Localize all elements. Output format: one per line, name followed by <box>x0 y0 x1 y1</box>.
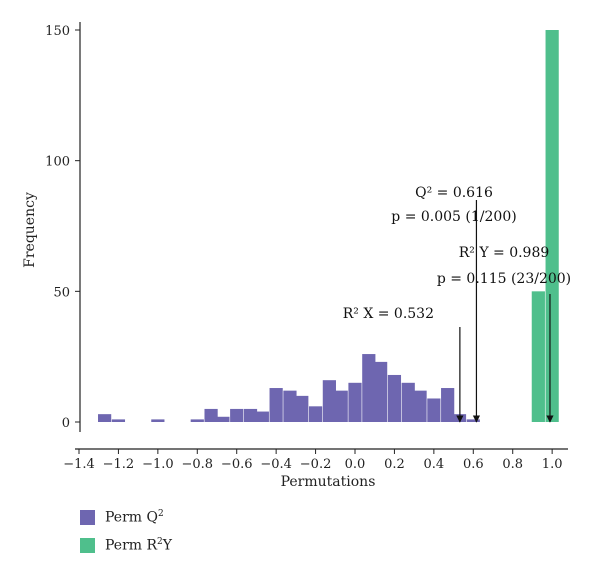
perm-q2-bar <box>362 354 376 422</box>
marker-label: p = 0.115 (23/200) <box>437 271 571 287</box>
x-tick-label: −0.4 <box>260 457 292 472</box>
annotation-markers: R² X = 0.532 Q² = 0.616 p = 0.005 (1/200) R… <box>343 185 571 423</box>
legend-item-perm-q2: Perm Q2 <box>80 506 172 528</box>
perm-q2-bar <box>334 390 348 422</box>
x-tick-label: 0.2 <box>384 457 405 472</box>
perm-q2-bar <box>111 419 126 422</box>
perm-q2-bar <box>243 408 258 422</box>
perm-q2-bar <box>374 361 388 422</box>
perm-q2-bar <box>441 388 455 422</box>
marker-label: Q² = 0.616 <box>415 185 493 201</box>
y-tick-label: 100 <box>45 155 70 170</box>
legend: Perm Q2 Perm R2Y <box>80 506 172 562</box>
perm-q2-bar <box>401 382 415 422</box>
perm-q2-bar <box>98 414 112 422</box>
x-tick-label: −0.6 <box>221 457 253 472</box>
perm-q2-bar <box>151 419 165 422</box>
y-tick-label: 150 <box>45 24 70 39</box>
legend-label-r2y: Perm R2Y <box>105 536 173 554</box>
x-tick-label: 0.8 <box>502 457 523 472</box>
perm-r2y-bar <box>545 30 559 422</box>
perm-q2-bar <box>427 398 441 422</box>
perm-q2-bar <box>230 408 244 422</box>
x-tick-label: 0.6 <box>463 457 484 472</box>
legend-swatch-r2y <box>80 537 95 553</box>
x-tick-label: −1.0 <box>142 457 174 472</box>
perm-r2y-bar <box>531 291 545 422</box>
axes: −1.4 −1.2 −1.0 −0.8 −0.6 −0.4 −0.2 0.0 0.2 0.4 0.6… <box>45 22 568 472</box>
x-tick-label: 1.0 <box>542 457 563 472</box>
perm-q2-bar <box>216 416 230 422</box>
perm-q2-bar <box>190 419 204 422</box>
y-tick-label: 50 <box>53 285 70 300</box>
x-tick-label: 0.4 <box>424 457 445 472</box>
x-tick-label: −0.8 <box>181 457 213 472</box>
perm-q2-bar <box>204 408 218 422</box>
x-axis-title: Permutations <box>281 474 376 490</box>
x-tick-label: −1.4 <box>63 457 95 472</box>
x-tick-label: 0.0 <box>345 457 366 472</box>
y-axis-title: Frequency <box>22 192 38 268</box>
perm-q2-bar <box>255 411 269 422</box>
legend-item-perm-r2y: Perm R2Y <box>80 534 172 556</box>
perm-q2-bar <box>348 382 362 422</box>
marker-label: R² X = 0.532 <box>343 306 434 322</box>
permutation-histogram: −1.4 −1.2 −1.0 −0.8 −0.6 −0.4 −0.2 0.0 0.2 0.4 0.6… <box>22 22 571 490</box>
x-tick-label: −0.2 <box>300 457 332 472</box>
perm-q2-bar <box>308 406 323 422</box>
x-tick-label: −1.2 <box>103 457 135 472</box>
y-tick-label: 0 <box>62 416 70 431</box>
legend-label-q2: Perm Q2 <box>105 508 164 526</box>
perm-r2y-bars <box>531 30 559 422</box>
marker-label: R² Y = 0.989 <box>459 245 550 261</box>
perm-q2-bars <box>98 354 480 422</box>
perm-q2-bar <box>466 419 480 422</box>
perm-q2-bar <box>387 374 402 422</box>
legend-swatch-q2 <box>80 509 95 525</box>
perm-q2-bar <box>295 395 309 422</box>
perm-q2-bar <box>322 380 336 422</box>
marker-label: p = 0.005 (1/200) <box>391 209 516 225</box>
perm-q2-bar <box>269 388 283 422</box>
perm-q2-bar <box>413 390 427 422</box>
perm-q2-bar <box>283 390 297 422</box>
